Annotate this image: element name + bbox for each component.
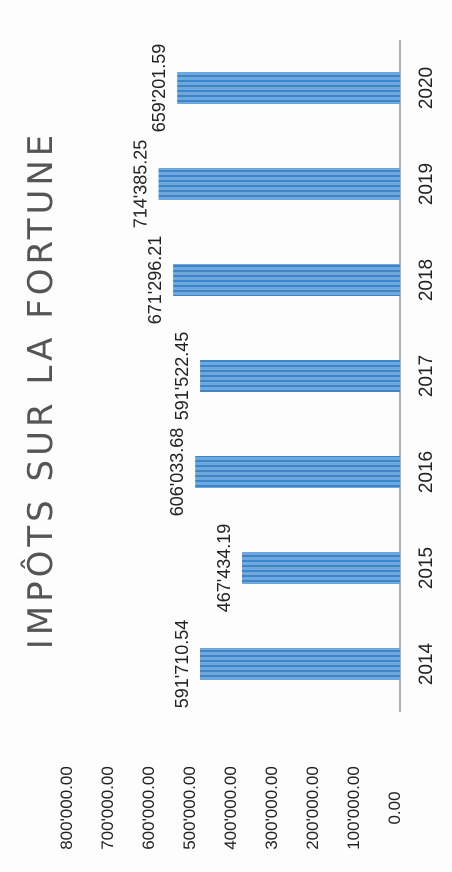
category-label-2018: 2018: [416, 259, 437, 301]
value-tick-label: 700'000.00: [98, 766, 117, 850]
category-label-2020: 2020: [416, 67, 437, 109]
value-tick-label: 100'000.00: [344, 766, 363, 850]
value-tick-label: 200'000.00: [303, 766, 322, 850]
category-label-2014: 2014: [416, 642, 437, 685]
data-label-2019: 714'385.25: [131, 140, 151, 229]
data-label-2016: 606'033.68: [167, 428, 187, 517]
bar-2016: [195, 456, 400, 488]
category-label-2019: 2019: [416, 163, 437, 205]
category-label-2017: 2017: [416, 355, 437, 397]
value-tick-label: 800'000.00: [57, 766, 76, 850]
bar-2015: [242, 552, 400, 584]
category-label-2016: 2016: [416, 451, 437, 493]
value-tick-label: 500'000.00: [180, 766, 199, 850]
chart-plot-area: 2014 591'710.54 2015 467'434.19 2016 606'033.…: [20, 40, 437, 850]
data-label-2017: 591'522.45: [172, 332, 192, 421]
value-tick-label: 600'000.00: [139, 766, 158, 850]
bar-2020: [177, 72, 400, 104]
bar-2014: [200, 648, 400, 680]
data-label-2015: 467'434.19: [214, 524, 234, 613]
data-label-2020: 659'201.59: [149, 44, 169, 133]
bar-2018: [173, 264, 400, 296]
chart-title: IMPÔTS SUR LA FORTUNE: [20, 131, 61, 650]
data-label-2014: 591'710.54: [172, 620, 192, 709]
bar-2019: [158, 168, 400, 200]
value-tick-label: 300'000.00: [262, 766, 281, 850]
value-tick-label: 400'000.00: [221, 766, 240, 850]
value-tick-label: 0.00: [385, 791, 404, 824]
data-label-2018: 671'296.21: [145, 236, 165, 325]
bar-2017: [200, 360, 400, 392]
category-label-2015: 2015: [416, 547, 437, 589]
